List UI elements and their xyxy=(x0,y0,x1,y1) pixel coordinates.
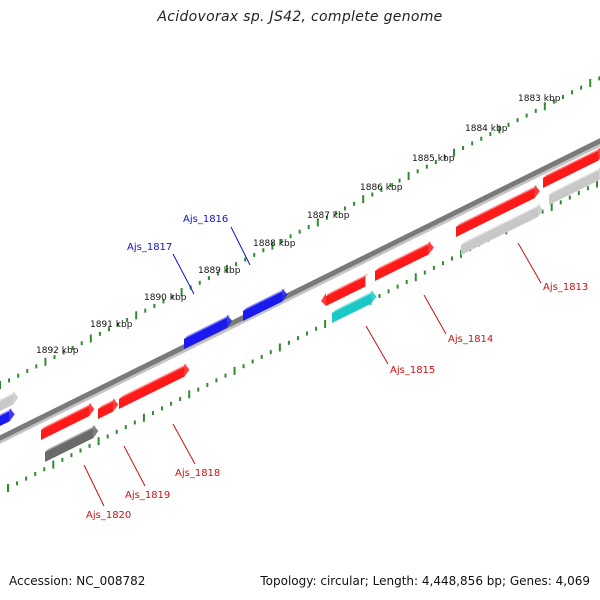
gene-ajs-1813a-tip xyxy=(534,184,540,198)
gene-ajs-1817-body xyxy=(184,317,228,349)
gene-ajs-1819b[interactable] xyxy=(98,398,119,419)
gene-ajs-1815-tip xyxy=(371,290,377,304)
gene-ajs-1819[interactable] xyxy=(41,403,95,440)
gene-grey-edge-tip xyxy=(13,391,19,405)
gene-blue-edge-top xyxy=(0,408,13,417)
gene-ajs-1817-top xyxy=(184,314,231,339)
gene-ajs-1816-top xyxy=(243,288,286,311)
gene-ajs-1813a-body xyxy=(456,187,535,237)
genome-backbone-shadow xyxy=(0,141,600,444)
gene-ajs-1819-body xyxy=(41,406,90,440)
kbp-label-layer: 1883 kbp 1884 kbp 1885 kbp 1886 kbp 1887 kbp… xyxy=(36,94,561,356)
gene-ajs-1818-top xyxy=(119,363,188,399)
callout-ajs-1820 xyxy=(83,464,105,507)
gene-label-ajs-1816[interactable]: Ajs_1816 xyxy=(183,214,228,225)
kbp-label: 1884 kbp xyxy=(465,124,508,134)
kbp-label: 1889 kbp xyxy=(198,266,241,276)
gene-ajs-1813a[interactable] xyxy=(456,184,540,237)
callout-ajs-1813 xyxy=(517,242,542,284)
gene-callout-layer xyxy=(83,226,542,507)
gene-label-ajs-1820[interactable]: Ajs_1820 xyxy=(86,510,131,521)
callout-ajs-1816 xyxy=(230,226,251,266)
gene-grey-edge-top xyxy=(0,391,17,402)
gene-ajs-1819b-body xyxy=(98,401,114,419)
gene-ajs-1819-tip xyxy=(89,403,95,417)
gene-label-ajs-1818[interactable]: Ajs_1818 xyxy=(175,468,220,479)
gene-ajs-1813[interactable] xyxy=(461,203,544,255)
kbp-label: 1885 kbp xyxy=(412,154,455,164)
gene-grey-edge-body xyxy=(0,394,14,412)
gene-ajs-1813a-top xyxy=(456,184,538,227)
kbp-label: 1886 kbp xyxy=(360,183,403,193)
gene-label-ajs-1817[interactable]: Ajs_1817 xyxy=(127,242,172,253)
gene-ajs-1815a-body xyxy=(326,276,366,306)
gene-layer xyxy=(0,147,600,462)
gene-ajs-1820-body xyxy=(45,428,94,462)
gene-label-layer: Ajs_1816 Ajs_1817 Ajs_1813 Ajs_1814 Ajs_1815… xyxy=(86,214,588,521)
gene-ajs-1820-top xyxy=(45,425,97,452)
callout-ajs-1817 xyxy=(172,253,195,295)
outer-tick-track xyxy=(0,76,600,389)
accession-label: Accession: NC_008782 xyxy=(9,574,146,588)
gene-ajs-1815-top xyxy=(332,290,375,313)
gene-ajs-1813-top xyxy=(461,203,542,245)
gene-ajs-1815a[interactable] xyxy=(321,273,369,306)
gene-blue-edge-tip xyxy=(9,408,15,422)
gene-blue-edge-body xyxy=(0,411,10,427)
gene-ajs-1814-body xyxy=(375,244,429,281)
gene-label-ajs-1815[interactable]: Ajs_1815 xyxy=(390,365,435,376)
gene-ajs-1819-top xyxy=(41,403,93,430)
gene-ajs-1820[interactable] xyxy=(45,425,99,462)
gene-ajs-1813-tip xyxy=(538,203,544,217)
callout-ajs-1815 xyxy=(365,325,389,365)
kbp-label: 1890 kbp xyxy=(144,293,187,303)
gene-ajs-1819b-top xyxy=(98,398,117,409)
gene-ajs-1816[interactable] xyxy=(243,288,288,321)
gene-label-ajs-1819[interactable]: Ajs_1819 xyxy=(125,490,170,501)
gene-grey-edge-right-top xyxy=(549,168,600,195)
kbp-label: 1883 kbp xyxy=(518,94,561,104)
gene-ajs-1817-tip xyxy=(227,314,233,328)
kbp-label: 1892 kbp xyxy=(36,346,79,356)
gene-ajs-1815[interactable] xyxy=(332,290,377,323)
gene-label-ajs-1813[interactable]: Ajs_1813 xyxy=(543,282,588,293)
gene-ajs-1815a-top xyxy=(326,273,369,296)
gene-red-edge-body xyxy=(543,150,599,188)
gene-ajs-1818[interactable] xyxy=(119,363,190,409)
gene-ajs-1819b-tip xyxy=(113,398,119,412)
topology-summary: Topology: circular; Length: 4,448,856 bp… xyxy=(260,574,590,588)
kbp-label: 1887 kbp xyxy=(307,211,350,221)
gene-ajs-1816-tip xyxy=(282,288,288,302)
gene-ajs-1815a-tip xyxy=(321,293,326,306)
callout-ajs-1818 xyxy=(172,423,196,465)
gene-ajs-1814-tip xyxy=(428,241,434,255)
callout-ajs-1814 xyxy=(423,294,447,335)
genome-backbone xyxy=(0,138,600,441)
kbp-label: 1891 kbp xyxy=(90,320,133,330)
gene-ajs-1820-tip xyxy=(93,425,99,439)
map-title: Acidovorax sp. JS42, complete genome xyxy=(157,9,443,25)
callout-ajs-1819 xyxy=(123,445,146,487)
gene-grey-edge-right-body xyxy=(549,170,600,205)
gene-ajs-1817[interactable] xyxy=(184,314,233,349)
gene-ajs-1814-top xyxy=(375,241,432,271)
gene-label-ajs-1814[interactable]: Ajs_1814 xyxy=(448,334,493,345)
gene-red-edge-top xyxy=(543,148,600,178)
gene-ajs-1813-body xyxy=(461,206,539,255)
gene-ajs-1815-body xyxy=(332,293,372,323)
gene-blue-edge[interactable] xyxy=(0,408,15,431)
gene-ajs-1816-body xyxy=(243,291,283,321)
kbp-label: 1888 kbp xyxy=(253,239,296,249)
gene-grey-edge[interactable] xyxy=(0,391,19,416)
gene-ajs-1814[interactable] xyxy=(375,241,434,281)
gene-ajs-1818-body xyxy=(119,366,185,409)
gene-ajs-1818-tip xyxy=(184,363,190,377)
